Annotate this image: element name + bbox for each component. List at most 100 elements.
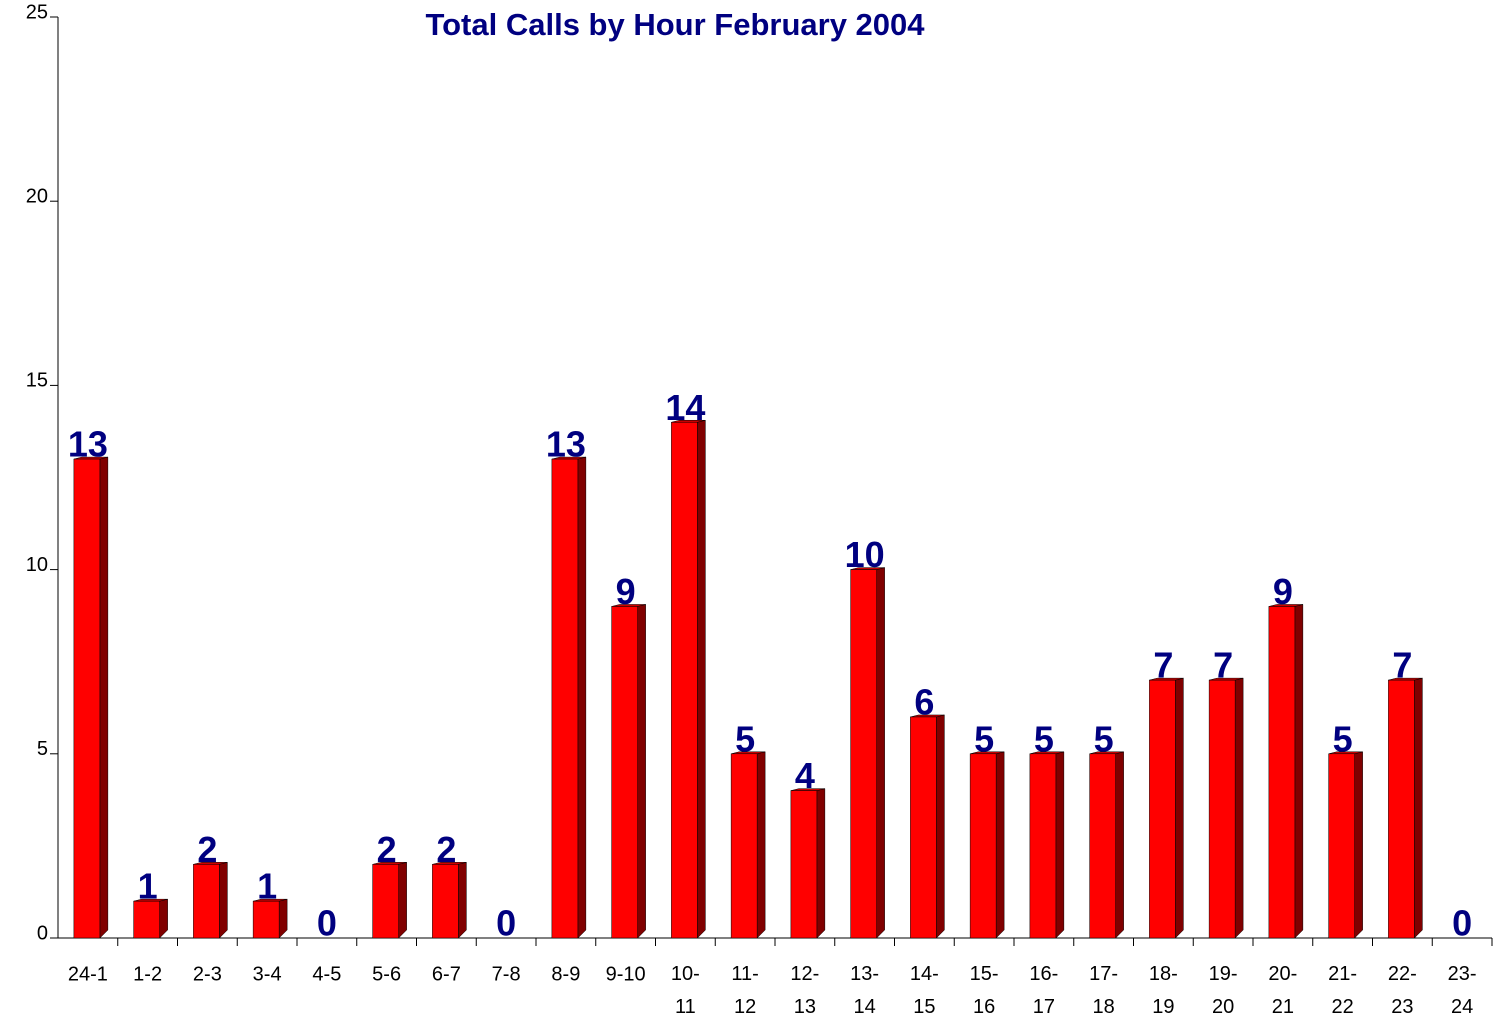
bar-side [398,861,407,939]
x-tick-label: 21- 22 [1328,963,1357,1018]
x-tick-label: 16- 17 [1029,963,1058,1018]
bar [551,458,579,939]
x-tick-label-line: 12- [790,963,819,985]
data-label: 2 [197,829,217,870]
data-label: 7 [1213,645,1233,686]
x-tick-label-line: 16 [973,996,995,1018]
bar-side [159,898,168,939]
data-label: 5 [1333,718,1353,759]
bar-side [99,456,109,939]
data-label: 7 [1153,645,1173,686]
x-tick-label: 19- 20 [1209,963,1238,1018]
x-tick-label-line: 10- [671,963,700,985]
x-tick-label-line: 22 [1332,996,1354,1018]
bar-side [577,456,587,939]
bar [1089,753,1116,939]
x-tick-label-line: 15- [970,963,999,985]
x-tick-label-line: 24 [1451,996,1473,1018]
x-tick-label-line: 14- [910,963,939,985]
x-tick-label-line: 18 [1093,996,1115,1018]
data-label: 2 [377,829,397,870]
x-tick-label-line: 18- [1149,963,1178,985]
bar-side [1175,677,1184,939]
bar-side [278,898,288,939]
y-tick-label: 20 [26,185,48,207]
bar-side [1115,751,1124,939]
data-label: 0 [317,903,337,944]
y-tick-label: 10 [26,554,48,576]
x-tick-label: 9-10 [606,963,646,985]
x-tick-label: 2-3 [193,963,222,985]
data-label: 5 [1034,718,1054,759]
bar-side [1354,751,1363,939]
x-tick-label: 13- 14 [850,963,879,1018]
bar-side [995,751,1005,939]
x-tick-label-line: 17- [1089,963,1118,985]
x-tick-label: 11- 12 [731,963,758,1018]
bar-side [1294,604,1304,939]
x-tick-label: 12- 13 [790,963,819,1018]
bar-side [1055,751,1065,939]
bar [252,900,280,939]
y-tick-label: 5 [37,738,48,760]
x-tick-label-line: 16- [1029,963,1058,985]
x-tick-label: 3-4 [253,963,282,985]
bar [1328,753,1355,939]
y-tick-label: 0 [37,922,48,944]
data-label: 13 [68,424,108,465]
bar [910,716,937,939]
x-tick-label-line: 20- [1268,963,1297,985]
bar [372,864,399,939]
x-tick-label-line: 23 [1391,996,1413,1018]
x-tick-label: 17- 18 [1089,963,1118,1018]
x-tick-label-line: 11 [675,996,696,1018]
data-label: 0 [1452,903,1472,944]
bar-side [458,861,467,939]
data-label: 10 [845,534,885,575]
bar [1029,753,1057,939]
bar [133,900,160,939]
data-label: 5 [735,718,755,759]
bar [1268,606,1296,939]
x-tick-label: 7-8 [492,963,521,985]
x-tick-label: 20- 21 [1268,963,1297,1018]
bar [969,753,997,939]
bar [671,421,698,939]
x-tick-label: 14- 15 [910,963,939,1018]
bar [1149,679,1176,939]
data-label: 13 [546,424,586,465]
x-tick-label: 18- 19 [1149,963,1178,1018]
x-tick-label-line: 23- [1448,963,1477,985]
y-tick-label: 25 [26,1,48,23]
x-tick-label: 15- 16 [970,963,999,1018]
x-tick-label-line: 19- [1209,963,1238,985]
x-tick-label-line: 20 [1212,996,1234,1018]
x-tick-label-line: 13 [794,996,816,1018]
x-tick-label: 10- 11 [671,963,700,1018]
bar-side [697,419,706,939]
bar [850,569,877,939]
data-label: 7 [1392,645,1412,686]
bar-side [936,714,945,939]
bar [193,864,220,939]
data-label: 2 [436,829,456,870]
x-tick-label: 24-1 [68,963,108,985]
bar-side [1234,677,1244,939]
x-tick-label: 5-6 [372,963,401,985]
data-label: 5 [1094,718,1114,759]
x-tick-label-line: 13- [850,963,879,985]
x-tick-label: 23- 24 [1448,963,1477,1018]
bar-side [876,567,885,939]
data-label: 14 [665,387,705,428]
data-label: 1 [257,866,277,907]
x-tick-label: 6-7 [432,963,461,985]
bar-side [756,751,766,939]
data-label: 4 [795,755,815,796]
x-tick-label-line: 12 [734,996,756,1018]
x-tick-label-line: 21 [1272,996,1294,1018]
x-tick-label: 4-5 [312,963,341,985]
data-label: 6 [914,681,934,722]
data-label: 5 [974,718,994,759]
x-tick-label-line: 17 [1033,996,1055,1018]
